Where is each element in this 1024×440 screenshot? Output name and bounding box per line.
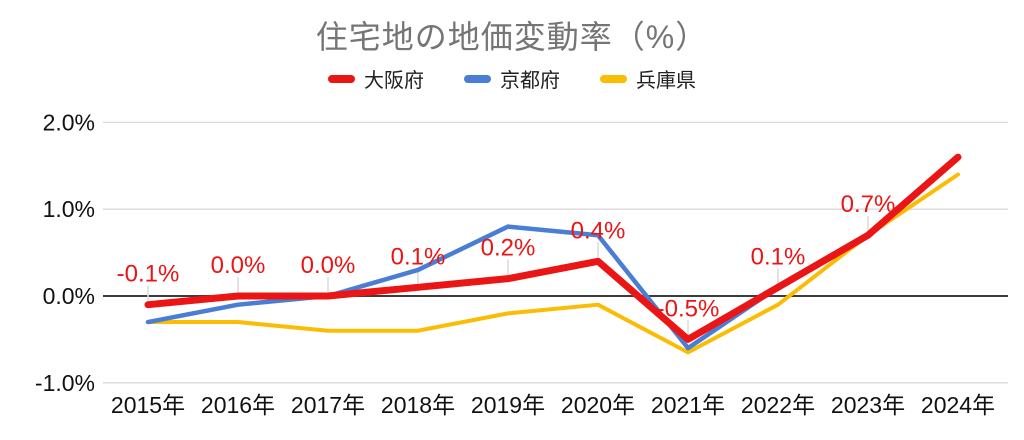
legend-label-hyogo: 兵庫県 [636, 70, 696, 92]
legend-item-osaka: 大阪府 [328, 64, 424, 93]
legend: 大阪府 京都府 兵庫県 [0, 64, 1024, 93]
x-tick-label: 2016年 [201, 392, 275, 418]
legend-label-kyoto: 京都府 [500, 70, 560, 92]
y-tick-label: 1.0% [43, 196, 95, 222]
series-line-osaka [144, 153, 962, 343]
x-tick-label: 2019年 [471, 392, 545, 418]
chart-title: 住宅地の地価変動率（%） [315, 19, 709, 55]
data-label-osaka-7: 0.1% [751, 243, 806, 270]
legend-swatch-osaka-icon [328, 74, 355, 83]
x-tick-label: 2018年 [381, 392, 455, 418]
legend-label-osaka: 大阪府 [364, 70, 424, 92]
data-label-osaka-2: 0.0% [301, 252, 356, 279]
x-tick-label: 2015年 [111, 392, 185, 418]
x-tick-label: 2024年 [921, 392, 995, 418]
data-label-osaka-4: 0.2% [481, 235, 536, 262]
legend-swatch-hyogo-icon [600, 74, 627, 83]
data-label-osaka-8: 0.7% [841, 191, 896, 218]
legend-item-kyoto: 京都府 [464, 64, 560, 93]
data-label-osaka-5: 0.4% [571, 217, 626, 244]
y-tick-label: 0.0% [43, 283, 95, 309]
x-tick-label: 2022年 [741, 392, 815, 418]
y-tick-label: 2.0% [43, 109, 95, 135]
series-line-hyogo [146, 172, 960, 355]
data-label-osaka-6: -0.5% [657, 295, 720, 322]
legend-item-hyogo: 兵庫県 [600, 64, 696, 93]
x-tick-label: 2020年 [561, 392, 635, 418]
x-tick-label: 2017年 [291, 392, 365, 418]
x-tick-label: 2023年 [831, 392, 905, 418]
legend-swatch-kyoto-icon [464, 74, 491, 83]
x-tick-label: 2021年 [651, 392, 725, 418]
y-tick-label: -1.0% [35, 370, 95, 396]
data-label-osaka-0: -0.1% [117, 261, 180, 288]
data-label-osaka-1: 0.0% [211, 252, 266, 279]
data-label-osaka-3: 0.1% [391, 243, 446, 270]
